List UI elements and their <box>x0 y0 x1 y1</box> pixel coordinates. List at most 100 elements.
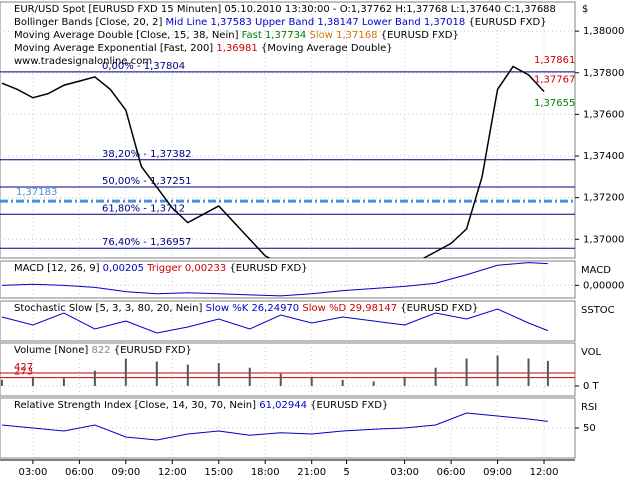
legend-line: MACD [12, 26, 9] 0,00205 Trigger 0,00233… <box>14 263 308 274</box>
legend-text: 0,00205 <box>103 263 144 274</box>
x-tick-label: 03:00 <box>390 467 419 478</box>
legend-text: {EURUSD FXD} <box>381 30 459 41</box>
legend-text: {EURUSD FXD} <box>310 400 388 411</box>
y-tick-label: 0 T <box>583 381 600 392</box>
legend-text: Slow %D 29,98147 <box>302 303 397 314</box>
panel-plot <box>0 398 575 458</box>
x-tick-label: 5 <box>343 467 349 478</box>
y-tick-label: 1,38000 <box>583 26 624 37</box>
x-tick-label: 12:00 <box>530 467 559 478</box>
level-label: 38,20% - 1,37382 <box>102 149 191 160</box>
x-tick-label: 15:00 <box>204 467 233 478</box>
volume-bar <box>124 358 127 386</box>
level-label: 427 <box>14 362 33 373</box>
volume-bar <box>248 367 251 386</box>
volume-bar <box>0 379 3 386</box>
series-line <box>1 65 545 258</box>
legend-text: www.tradesignalonline.com <box>14 56 152 67</box>
volume-bar <box>186 364 189 386</box>
panel <box>0 397 576 459</box>
legend-text: {Moving Average Double} <box>261 43 393 54</box>
panel-label: MACD <box>581 265 611 276</box>
legend-text: {EURUSD FXD} <box>400 303 478 314</box>
level-label: 0,00% - 1,37804 <box>102 61 185 72</box>
legend-line: Moving Average Exponential [Fast, 200] 1… <box>14 43 393 54</box>
legend-text: Slow 1,37168 <box>309 30 377 41</box>
legend-text: Upper Band 1,38147 <box>255 17 359 28</box>
volume-bar <box>310 376 313 386</box>
panel <box>0 1 576 259</box>
y-tick-label: 1,37800 <box>583 68 624 79</box>
panel-plot <box>1 301 549 341</box>
series-line <box>1 262 548 297</box>
level-label: 50,00% - 1,37251 <box>102 176 191 187</box>
legend-line: Bollinger Bands [Close, 20, 2] Mid Line … <box>14 17 547 28</box>
price-label: 1,37861 <box>534 55 575 66</box>
legend-text: MACD [12, 26, 9] <box>14 263 100 274</box>
legend-text: Fast 1,37734 <box>242 30 307 41</box>
support-label: 1,37183 <box>16 187 57 198</box>
x-tick-label: 09:00 <box>483 467 512 478</box>
legend-line: EUR/USD Spot [EURUSD FXD 15 Minuten] 05.… <box>14 4 556 15</box>
series-line <box>1 308 549 334</box>
y-tick-label: 1,37400 <box>583 151 624 162</box>
panel-label: SSTOC <box>581 305 615 316</box>
panel <box>0 260 576 299</box>
volume-bar <box>465 358 468 386</box>
legend-text: Relative Strength Index [Close, 14, 30, … <box>14 400 256 411</box>
panel-plot: 0,00% - 1,37804 38,20% - 1,37382 50,00% - … <box>0 2 575 258</box>
x-tick-label: 21:00 <box>297 467 326 478</box>
legend-text: Slow %K 26,24970 <box>206 303 300 314</box>
legend-line: Volume [None] 822 {EURUSD FXD} <box>14 345 192 356</box>
volume-bar <box>155 361 158 386</box>
x-tick-label: 03:00 <box>18 467 47 478</box>
legend-line: www.tradesignalonline.com <box>14 56 152 67</box>
volume-bar <box>62 378 65 386</box>
legend-text: Bollinger Bands [Close, 20, 2] <box>14 17 162 28</box>
price-label: 1,37767 <box>534 75 575 86</box>
level-label: 76,40% - 1,36957 <box>102 237 191 248</box>
volume-bar <box>93 370 96 386</box>
x-tick-label: 06:00 <box>437 467 466 478</box>
legend-text: 61,02944 <box>259 400 307 411</box>
y-tick-label: 1,37200 <box>583 193 624 204</box>
panel-label: RSI <box>581 402 597 413</box>
volume-bar <box>31 376 34 386</box>
legend-text: 822 <box>91 345 110 356</box>
legend-text: Mid Line 1,37583 <box>166 17 252 28</box>
panel-label: VOL <box>581 347 602 358</box>
legend-text: Stochastic Slow [5, 3, 3, 80, 20, Nein] <box>14 303 203 314</box>
x-tick-label: 18:00 <box>251 467 280 478</box>
volume-bar <box>496 355 499 386</box>
legend-text: {EURUSD FXD} <box>114 345 192 356</box>
volume-bar <box>434 367 437 386</box>
panel-plot <box>0 261 575 298</box>
legend-text: 1,36981 <box>216 43 257 54</box>
price-label: 1,37655 <box>534 98 575 109</box>
legend-text: EUR/USD Spot [EURUSD FXD 15 Minuten] 05.… <box>14 4 556 15</box>
panel <box>0 342 576 397</box>
currency-label: $ <box>582 4 588 15</box>
series-line <box>1 412 548 441</box>
legend-line: Relative Strength Index [Close, 14, 30, … <box>14 400 388 411</box>
volume-bar <box>217 363 220 386</box>
level-label: 61,80% - 1,3712 <box>102 203 185 214</box>
y-tick-label: 0,00000 <box>583 280 624 291</box>
volume-bar <box>341 379 344 386</box>
y-tick-label: 1,37600 <box>583 109 624 120</box>
volume-bar <box>546 360 549 386</box>
panel <box>0 300 576 342</box>
legend-line: Moving Average Double [Close, 15, 38, Ne… <box>14 30 459 41</box>
legend-text: Trigger 0,00233 <box>146 263 226 274</box>
level-label: 273 <box>14 367 33 378</box>
legend-text: Lower Band 1,37018 <box>362 17 465 28</box>
legend-text: {EURUSD FXD} <box>229 263 307 274</box>
legend-text: Moving Average Exponential [Fast, 200] <box>14 43 213 54</box>
volume-bar <box>527 358 530 386</box>
volume-bar <box>403 376 406 386</box>
x-tick-label: 09:00 <box>111 467 140 478</box>
legend-text: Moving Average Double [Close, 15, 38, Ne… <box>14 30 239 41</box>
y-tick-label: 1,37000 <box>583 234 624 245</box>
